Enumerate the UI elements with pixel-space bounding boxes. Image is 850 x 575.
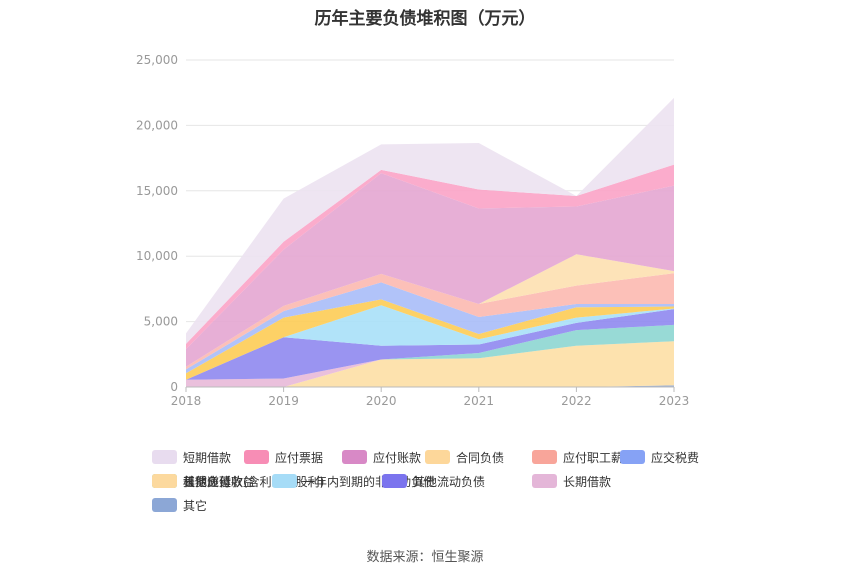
legend-label: 短期借款 [183, 450, 232, 465]
area-series [186, 254, 674, 367]
legend-label: 合同负债 [456, 450, 505, 465]
axes: 0 5,000 10,000 15,000 20,000 25,000 2018 2019 20… [136, 53, 689, 408]
legend-item[interactable]: 长期递延收益 [152, 472, 255, 490]
legend-label: 应付账款 [373, 450, 422, 465]
y-tick-label: 20,000 [136, 118, 178, 132]
area-series [186, 173, 674, 367]
x-tick-label: 2020 [366, 394, 397, 408]
legend-swatch [152, 498, 177, 512]
x-tick-label: 2023 [659, 394, 690, 408]
y-tick-label: 10,000 [136, 249, 178, 263]
x-tick-label: 2022 [561, 394, 592, 408]
area-layer [186, 97, 674, 387]
legend-item[interactable]: 应付票据 [244, 448, 323, 466]
y-tick-label: 5,000 [144, 315, 178, 329]
legend-swatch [244, 450, 269, 464]
legend-label: 长期递延收益 [183, 474, 256, 489]
legend-swatch [532, 450, 557, 464]
chart-title: 历年主要负债堆积图（万元） [314, 9, 536, 29]
legend-item[interactable]: 长期借款 [532, 472, 611, 490]
legend-item[interactable]: 合同负债 [425, 448, 504, 466]
legend-swatch [382, 474, 407, 488]
area-series [186, 282, 674, 374]
y-tick-label: 0 [170, 380, 178, 394]
legend-item[interactable]: 应交税费 [620, 448, 699, 466]
legend-item[interactable]: 其他流动负债 [382, 472, 485, 490]
legend-swatch [342, 450, 367, 464]
data-source-note: 数据来源：恒生聚源 [366, 550, 484, 565]
legend-swatch [425, 450, 450, 464]
area-series [186, 324, 674, 387]
area-series [186, 309, 674, 380]
legend-label: 应付票据 [275, 450, 324, 465]
x-tick-label: 2018 [171, 394, 202, 408]
area-series [186, 273, 674, 370]
legend-label: 长期借款 [563, 474, 612, 489]
legend-swatch [152, 450, 177, 464]
legend-label: 应付职工薪酬 [563, 450, 636, 465]
area-series [186, 324, 674, 387]
legend-item[interactable]: 应付职工薪酬 [532, 448, 635, 466]
x-tick-label: 2019 [268, 394, 299, 408]
area-series [186, 305, 674, 380]
legend-label: 应交税费 [651, 450, 700, 465]
legend-swatch [620, 450, 645, 464]
legend-label: 其它 [183, 498, 208, 513]
legend-swatch [152, 474, 177, 488]
legend-label: 租赁负债 [183, 474, 232, 489]
legend-label: 其他流动负债 [413, 474, 486, 489]
area-series [186, 341, 674, 387]
area-series [186, 97, 674, 344]
legend-swatch [532, 474, 557, 488]
area-series [186, 164, 674, 350]
legend-item[interactable]: 其它 [152, 496, 207, 514]
stacked-area-chart: 0 5,000 10,000 15,000 20,000 25,000 2018 2019 20… [136, 53, 689, 408]
x-tick-label: 2021 [464, 394, 495, 408]
legend-item[interactable]: 短期借款 [152, 448, 231, 466]
legend-swatch [272, 474, 297, 488]
y-tick-label: 15,000 [136, 184, 178, 198]
legend-item[interactable]: 应付账款 [342, 448, 421, 466]
area-series [186, 299, 674, 380]
y-tick-label: 25,000 [136, 53, 178, 67]
